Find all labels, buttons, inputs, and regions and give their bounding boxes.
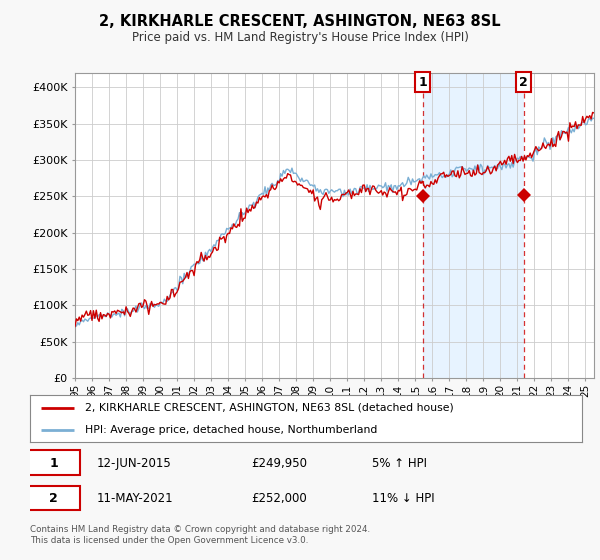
Text: 5% ↑ HPI: 5% ↑ HPI bbox=[372, 457, 427, 470]
Text: £252,000: £252,000 bbox=[251, 492, 307, 505]
Text: 1: 1 bbox=[418, 76, 427, 88]
FancyBboxPatch shape bbox=[27, 450, 80, 475]
FancyBboxPatch shape bbox=[27, 486, 80, 510]
Text: HPI: Average price, detached house, Northumberland: HPI: Average price, detached house, Nort… bbox=[85, 424, 377, 435]
Text: 2, KIRKHARLE CRESCENT, ASHINGTON, NE63 8SL (detached house): 2, KIRKHARLE CRESCENT, ASHINGTON, NE63 8… bbox=[85, 403, 454, 413]
Text: 12-JUN-2015: 12-JUN-2015 bbox=[96, 457, 171, 470]
Text: 2, KIRKHARLE CRESCENT, ASHINGTON, NE63 8SL: 2, KIRKHARLE CRESCENT, ASHINGTON, NE63 8… bbox=[99, 14, 501, 29]
Text: £249,950: £249,950 bbox=[251, 457, 307, 470]
Text: 11% ↓ HPI: 11% ↓ HPI bbox=[372, 492, 435, 505]
Text: 11-MAY-2021: 11-MAY-2021 bbox=[96, 492, 173, 505]
Text: Contains HM Land Registry data © Crown copyright and database right 2024.
This d: Contains HM Land Registry data © Crown c… bbox=[30, 525, 370, 545]
Text: 1: 1 bbox=[49, 457, 58, 470]
Text: 2: 2 bbox=[49, 492, 58, 505]
Bar bbox=[423, 73, 524, 378]
Text: Price paid vs. HM Land Registry's House Price Index (HPI): Price paid vs. HM Land Registry's House … bbox=[131, 31, 469, 44]
Text: 2: 2 bbox=[519, 76, 528, 88]
